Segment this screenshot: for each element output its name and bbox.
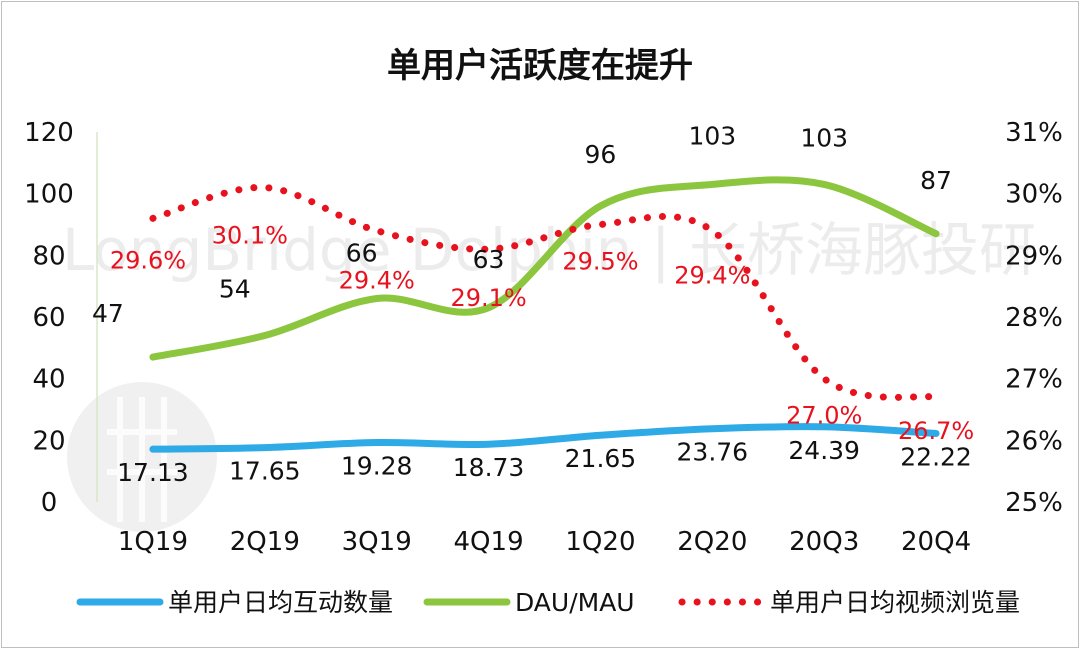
data-label: 21.65	[565, 444, 637, 473]
left-axis-tick-label: 20	[32, 426, 65, 456]
data-label: 103	[688, 121, 736, 150]
watermark-logo-icon	[67, 382, 217, 532]
data-label: 19.28	[341, 452, 413, 481]
right-axis-tick-label: 30%	[1005, 180, 1063, 210]
data-label: 17.13	[117, 458, 189, 487]
data-label: 29.4%	[674, 262, 750, 290]
right-axis-tick-label: 25%	[1005, 488, 1063, 518]
data-label: 63	[473, 245, 505, 274]
x-axis-tick-label: 1Q19	[118, 527, 188, 557]
series-line-3	[149, 183, 940, 401]
right-axis-tick-label: 26%	[1005, 426, 1063, 456]
data-label: 29.4%	[339, 267, 415, 295]
legend-label-3: 单用户日均视频浏览量	[770, 588, 1020, 617]
data-label: 54	[219, 275, 251, 304]
right-axis-tick-label: 31%	[1005, 118, 1063, 148]
data-label: 29.1%	[450, 284, 526, 312]
series-line-1	[149, 423, 940, 453]
left-axis-tick-label: 60	[32, 303, 65, 333]
right-axis-tick-label: 27%	[1005, 365, 1063, 395]
left-axis-tick-label: 40	[32, 365, 65, 395]
right-axis-tick-label: 28%	[1005, 303, 1063, 333]
x-axis-tick-label: 2Q19	[230, 527, 300, 557]
data-label: 23.76	[677, 438, 749, 467]
x-axis-tick-label: 20Q3	[789, 527, 859, 557]
x-axis-tick-label: 2Q20	[677, 527, 747, 557]
data-label: 66	[346, 239, 378, 268]
data-label: 29.6%	[110, 246, 186, 274]
x-axis-tick-label: 3Q19	[342, 527, 412, 557]
data-label: 47	[92, 299, 124, 328]
left-axis-tick-label: 120	[24, 118, 74, 148]
left-axis-tick-label: 80	[32, 241, 65, 271]
data-label: 87	[920, 166, 952, 195]
data-label: 29.5%	[562, 248, 638, 276]
left-axis-tick-label: 0	[41, 488, 58, 518]
x-axis-tick-label: 1Q20	[565, 527, 635, 557]
legend-label-1: 单用户日均互动数量	[168, 588, 393, 617]
data-label: 17.65	[229, 457, 301, 486]
data-label: 103	[800, 123, 848, 152]
right-axis-tick-label: 29%	[1005, 241, 1063, 271]
data-label: 96	[585, 140, 617, 169]
legend-label-2: DAU/MAU	[515, 588, 635, 617]
data-label: 24.39	[788, 436, 860, 465]
chart-title: 单用户活跃度在提升	[387, 46, 693, 86]
left-axis-tick-label: 100	[24, 180, 74, 210]
series-line-2	[149, 176, 940, 361]
data-label: 26.7%	[898, 417, 974, 445]
x-axis-tick-label: 4Q19	[454, 527, 524, 557]
x-axis-tick-label: 20Q4	[901, 527, 971, 557]
data-label: 27.0%	[786, 402, 862, 430]
data-label: 18.73	[453, 453, 525, 482]
data-label: 22.22	[900, 442, 972, 471]
data-label: 30.1%	[212, 222, 288, 250]
